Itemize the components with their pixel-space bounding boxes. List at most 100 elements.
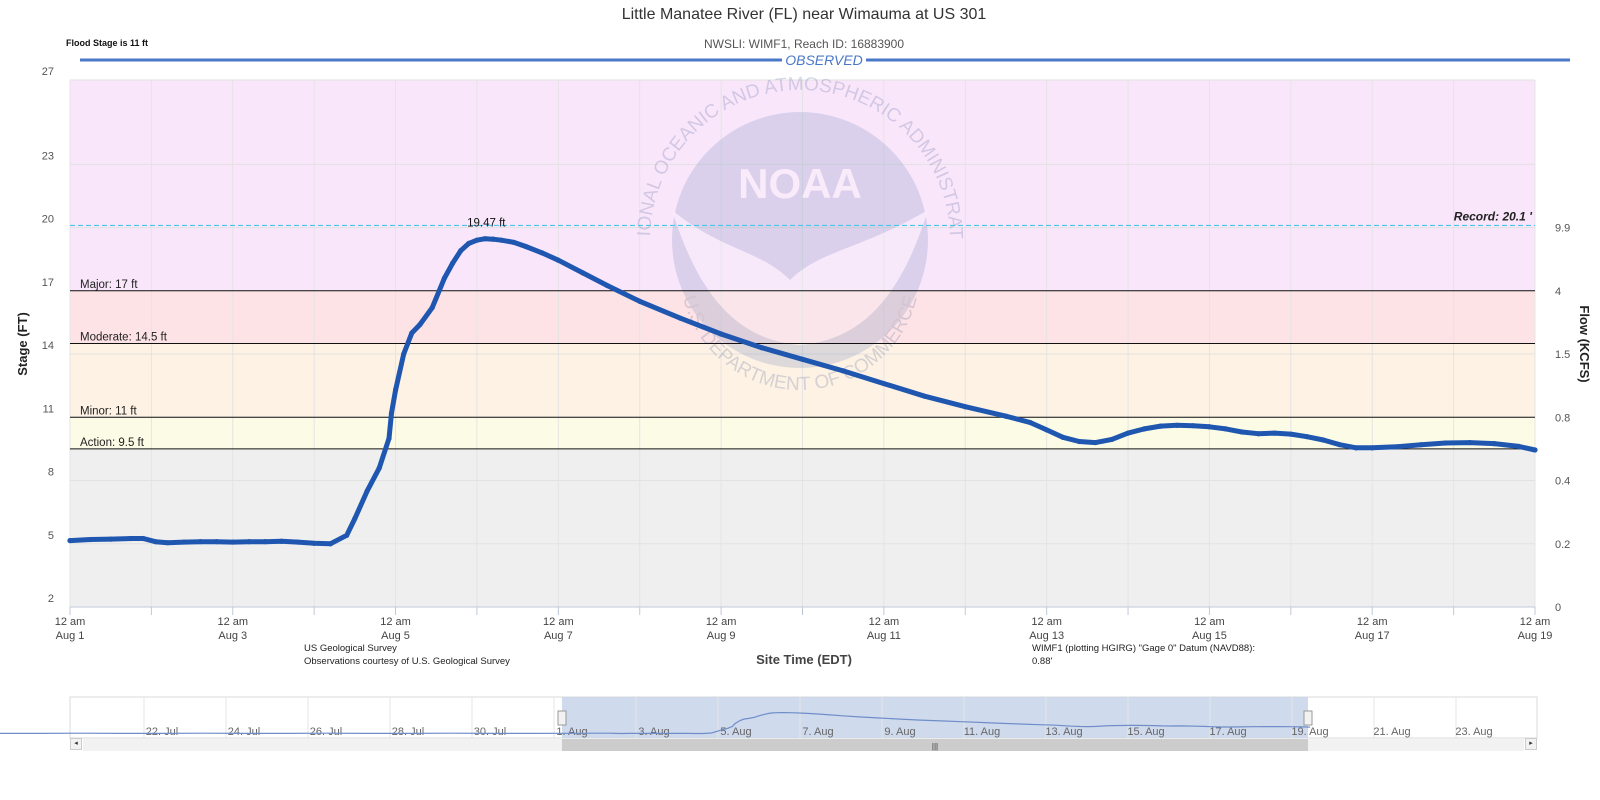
stage-point: [637, 298, 643, 304]
x-tick-time: 12 am: [55, 616, 86, 628]
navigator-selection[interactable]: [562, 697, 1308, 738]
stage-point: [295, 539, 301, 545]
stage-point: [718, 331, 724, 337]
stage-point: [417, 321, 423, 328]
stage-point: [1304, 434, 1310, 440]
source-line-2: Observations courtesy of U.S. Geological…: [304, 656, 510, 667]
stage-point: [1418, 442, 1424, 448]
x-tick-date: Aug 17: [1355, 630, 1390, 642]
stage-point: [1516, 443, 1522, 449]
navigator-date-label: 30. Jul: [474, 726, 506, 738]
stage-point: [311, 540, 317, 546]
stage-point: [1467, 439, 1473, 446]
navigator-date-label: 7. Aug: [802, 726, 833, 738]
scroll-left-button[interactable]: ◂: [70, 738, 82, 750]
navigator-date-label: 22. Jul: [146, 726, 178, 738]
scrollbar-thumb[interactable]: [562, 739, 1308, 751]
stage-point: [1206, 424, 1213, 430]
x-tick-time: 12 am: [1520, 616, 1551, 628]
navigator-date-label: 23. Aug: [1455, 726, 1492, 738]
x-tick-date: Aug 5: [381, 630, 410, 642]
stage-point: [1288, 431, 1294, 437]
stage-point: [181, 539, 187, 545]
y2-tick-label: 1.5: [1555, 349, 1570, 361]
stage-point: [1353, 445, 1359, 451]
navigator-handle-left[interactable]: [557, 710, 567, 726]
source-line-1: US Geological Survey: [304, 643, 397, 654]
stage-point: [1076, 438, 1082, 445]
stage-point: [246, 539, 252, 545]
navigator-date-label: 13. Aug: [1045, 726, 1082, 738]
navigator-date-label: 3. Aug: [638, 726, 669, 738]
chart-title: Little Manatee River (FL) near Wimauma a…: [621, 6, 987, 23]
navigator-date-label: 17. Aug: [1209, 726, 1246, 738]
noaa-logo-circle: [672, 112, 928, 368]
y-axis-title: Stage (FT): [15, 312, 30, 376]
scroll-right-button[interactable]: ▸: [1525, 738, 1537, 750]
stage-point: [677, 315, 684, 321]
x-tick-time: 12 am: [380, 616, 411, 628]
navigator-date-label: 19. Aug: [1291, 726, 1328, 738]
y-tick-label: 23: [42, 150, 54, 162]
y2-tick-label: 0.2: [1555, 539, 1570, 551]
range-navigator[interactable]: 22. Jul 24. Jul 26. Jul 28. Jul 30. Jul 1. Au…: [0, 696, 1538, 751]
y2-tick-label: 0.8: [1555, 412, 1570, 424]
stage-point: [881, 380, 887, 387]
x-tick-date: Aug 1: [56, 630, 85, 642]
stage-point: [1394, 444, 1400, 450]
stage-point: [364, 488, 370, 494]
x-tick-time: 12 am: [543, 616, 574, 628]
y2-tick-label: 0: [1555, 602, 1561, 614]
y-tick-label: 14: [42, 340, 54, 352]
noaa-logo-text: NOAA: [738, 160, 862, 207]
y-tick-label: 5: [48, 530, 54, 542]
y-tick-label: 27: [42, 66, 54, 78]
stage-series: [67, 236, 1538, 547]
navigator-handle-right[interactable]: [1303, 710, 1313, 726]
y-tick-label: 20: [42, 214, 54, 226]
datum-line-2: 0.88': [1032, 656, 1053, 667]
stage-point: [152, 539, 159, 545]
stage-point: [490, 236, 496, 242]
y-tick-label: 11: [43, 403, 54, 415]
noaa-logo-bird: [672, 210, 928, 345]
stage-point: [1491, 441, 1497, 447]
stage-point: [352, 515, 358, 522]
datum-note: WIMF1 (plotting HGIRG) "Gage 0" Datum (N…: [1032, 642, 1292, 668]
threshold-label-minor: Minor: 11 ft: [80, 405, 137, 417]
y2-tick-label: 4: [1555, 286, 1561, 298]
stage-point: [498, 237, 504, 243]
axes: 27 23 20 17 14 11 8 5 2 9.9 4 1.5 0.8 0.4 0.2 0 12 am Aug…: [42, 66, 1571, 642]
stage-point: [539, 250, 545, 256]
navigator-series: [0, 711, 1311, 735]
stage-point: [1532, 447, 1538, 453]
stage-point: [279, 538, 285, 544]
x-tick-date: Aug 7: [544, 630, 573, 642]
stage-point: [580, 270, 586, 276]
stage-point: [449, 260, 456, 266]
stage-point: [386, 435, 392, 441]
navigator-date-label: 24. Jul: [228, 726, 260, 738]
stage-point: [1442, 440, 1449, 446]
navigator-date-label: 5. Aug: [720, 726, 751, 738]
x-tick-date: Aug 19: [1518, 630, 1553, 642]
stage-point: [1271, 430, 1278, 436]
stage-point: [1369, 445, 1375, 451]
stage-point: [213, 539, 220, 545]
x-tick-time: 12 am: [217, 616, 248, 628]
stage-point: [799, 356, 806, 362]
stage-point: [1027, 419, 1033, 426]
stage-point: [67, 537, 73, 544]
stage-point: [262, 539, 268, 545]
flood-thresholds: Record: 20.1 ' Major: 17 ft Moderate: 14.5…: [70, 209, 1535, 450]
stage-point: [140, 535, 146, 542]
peak-annotation: 19.47 ft: [467, 218, 506, 230]
x-tick-time: 12 am: [869, 616, 900, 628]
source-credit: US Geological Survey Observations courte…: [304, 642, 510, 668]
navigator-date-label: 15. Aug: [1127, 726, 1164, 738]
stage-point: [474, 237, 480, 243]
stage-point: [1320, 437, 1326, 443]
peak-label: 19.47 ft: [467, 218, 506, 230]
x-tick-time: 12 am: [1357, 616, 1388, 628]
